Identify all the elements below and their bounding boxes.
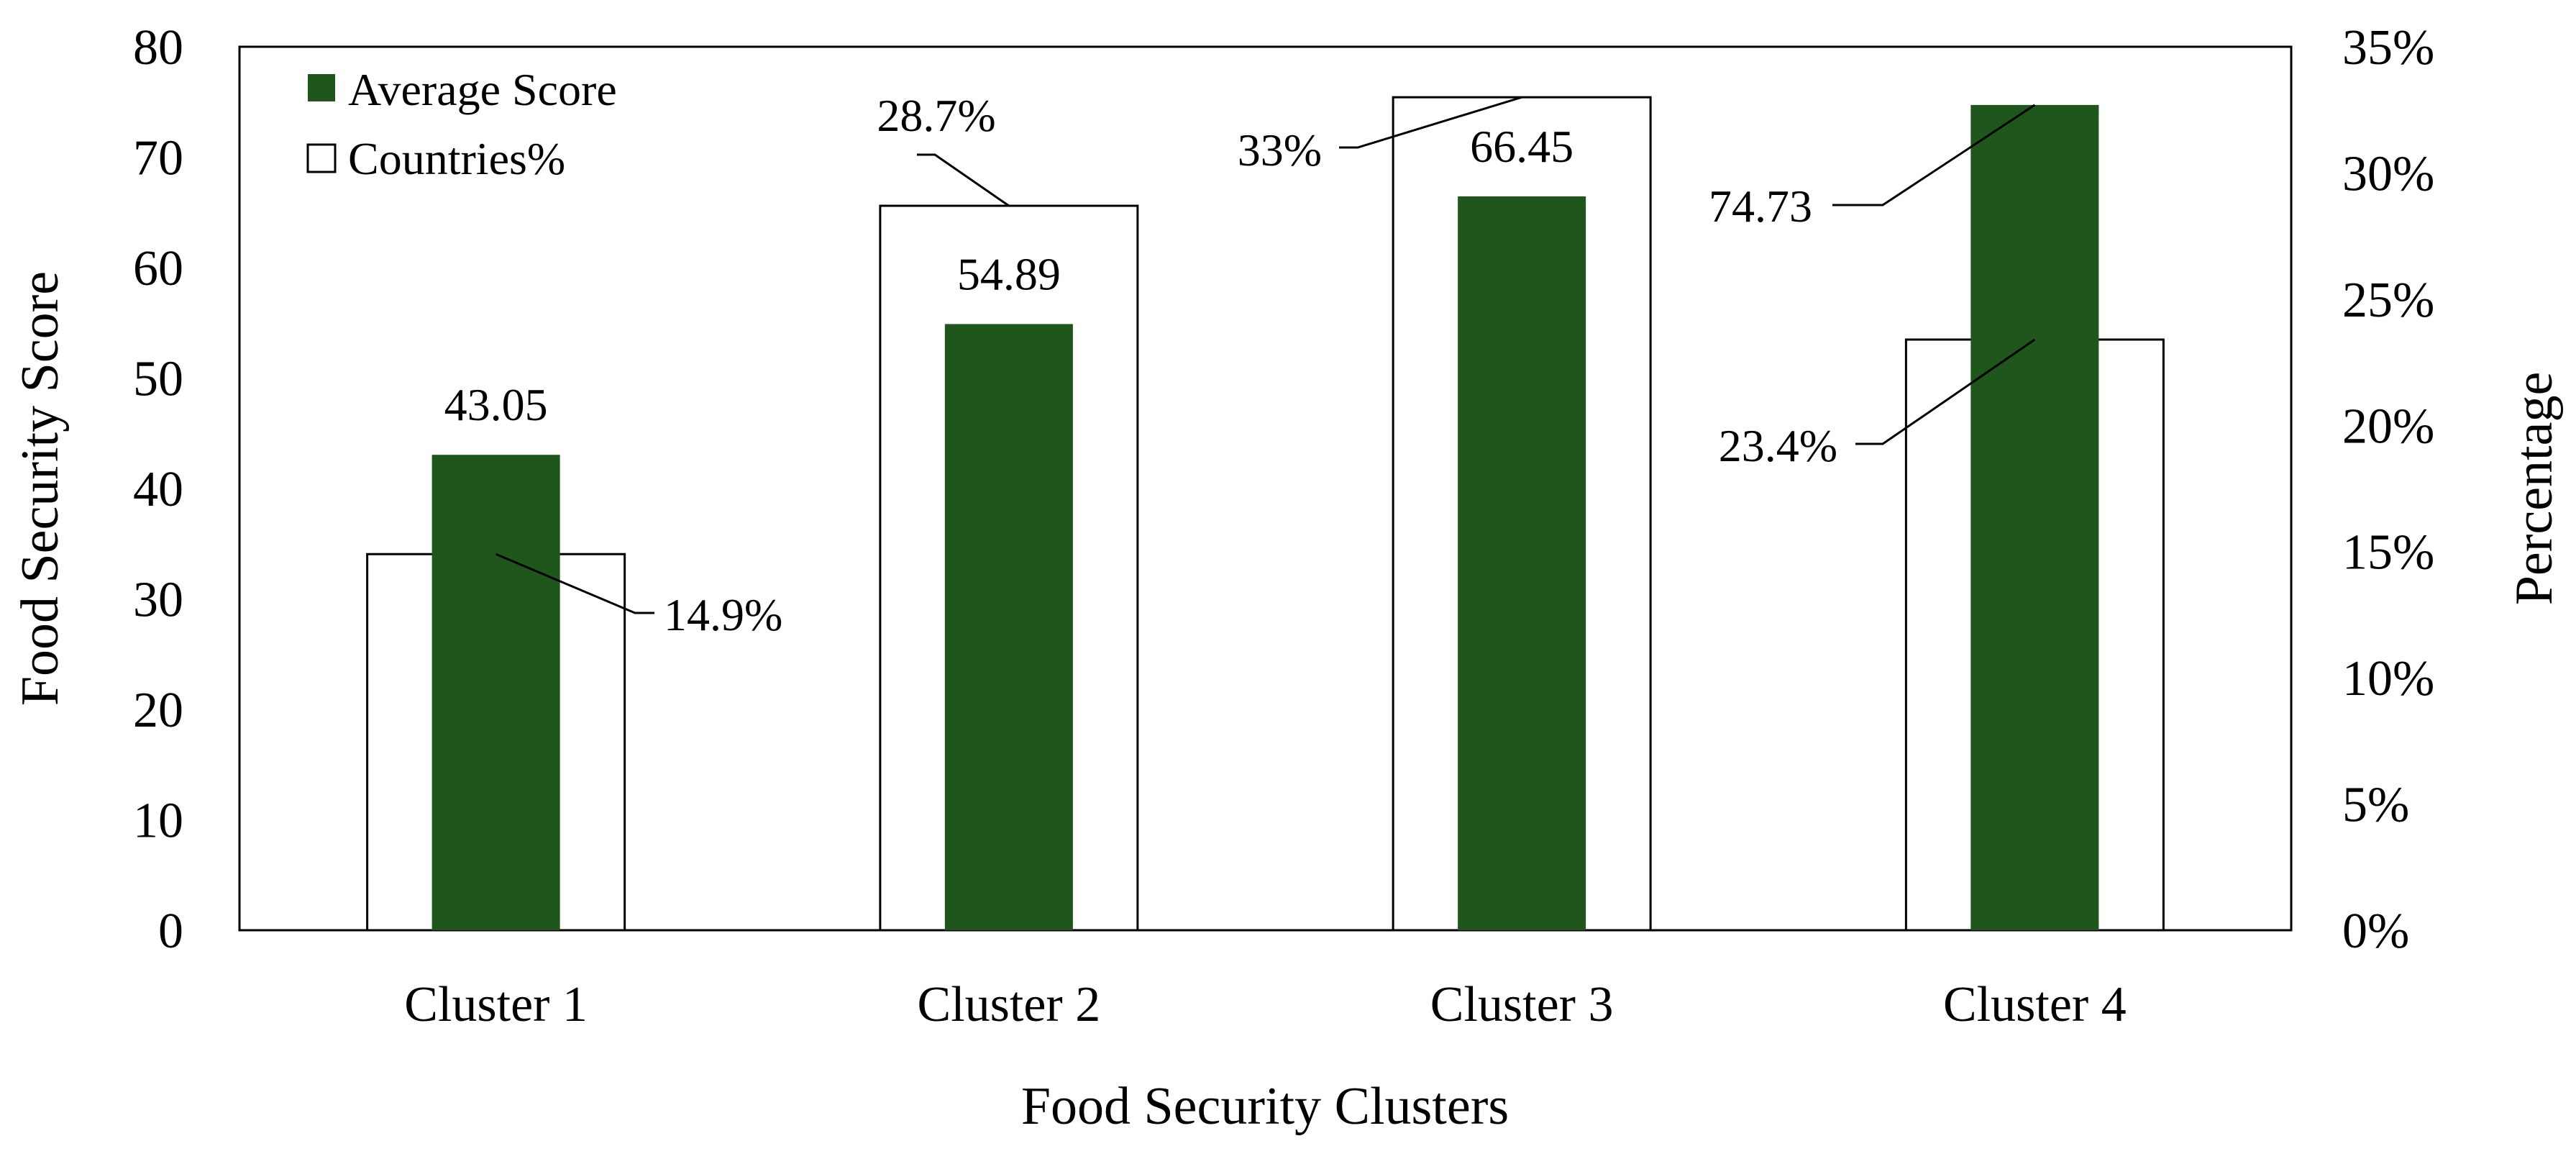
bar-average-score-4 [1970, 104, 2099, 930]
bar-average-score-1 [431, 455, 560, 930]
bar-average-score-2 [944, 324, 1073, 931]
y-axis-title: Food Security Score [11, 271, 70, 706]
y-tick-label: 0 [158, 904, 183, 959]
label-countries-pct-1: 14.9% [664, 589, 782, 640]
y-tick-label: 70 [133, 131, 183, 186]
leader-average-score-4 [1832, 104, 2036, 206]
y2-tick-label: 20% [2342, 399, 2434, 454]
y-tick-label: 80 [133, 20, 183, 76]
legend-swatch-countries [306, 143, 337, 173]
legend-swatch-average-score [308, 74, 335, 101]
y-tick-label: 30 [133, 573, 183, 628]
y2-tick-label: 0% [2342, 904, 2409, 959]
label-countries-pct-3: 33% [1238, 124, 1322, 176]
legend-label-countries: Countries% [348, 133, 565, 184]
y-tick-label: 20 [133, 683, 183, 738]
bar-average-score-3 [1458, 196, 1586, 930]
y2-tick-label: 10% [2342, 651, 2434, 706]
y-tick-label: 40 [133, 462, 183, 517]
label-average-score-1: 43.05 [444, 379, 548, 430]
leader-countries-pct-3 [1339, 96, 1522, 149]
x-tick-label: Cluster 3 [1430, 977, 1614, 1032]
y2-tick-label: 25% [2342, 273, 2434, 328]
y-tick-label: 60 [133, 241, 183, 296]
label-average-score-4: 74.73 [1709, 181, 1812, 232]
label-average-score-3: 66.45 [1470, 121, 1574, 172]
legend: Average Score Countries% [306, 64, 617, 184]
label-countries-pct-4: 23.4% [1719, 420, 1837, 471]
x-tick-label: Cluster 2 [918, 977, 1101, 1032]
leader-countries-pct-1 [495, 553, 654, 614]
y-tick-label: 10 [133, 794, 183, 849]
y2-tick-label: 30% [2342, 146, 2434, 201]
label-average-score-2: 54.89 [957, 248, 1061, 299]
y2-tick-label: 5% [2342, 778, 2409, 833]
leader-countries-pct-4 [1855, 338, 2036, 445]
leader-countries-pct-2 [917, 153, 1010, 207]
x-tick-label: Cluster 1 [404, 977, 588, 1032]
label-countries-pct-2: 28.7% [877, 90, 995, 141]
y-tick-label: 50 [133, 352, 183, 407]
x-tick-label: Cluster 4 [1943, 977, 2127, 1032]
legend-label-average-score: Average Score [348, 64, 617, 115]
y2-tick-label: 35% [2342, 20, 2434, 76]
y2-tick-label: 15% [2342, 525, 2434, 581]
y2-axis-title: Percentage [2505, 372, 2564, 606]
x-axis-title: Food Security Clusters [1021, 1077, 1509, 1136]
